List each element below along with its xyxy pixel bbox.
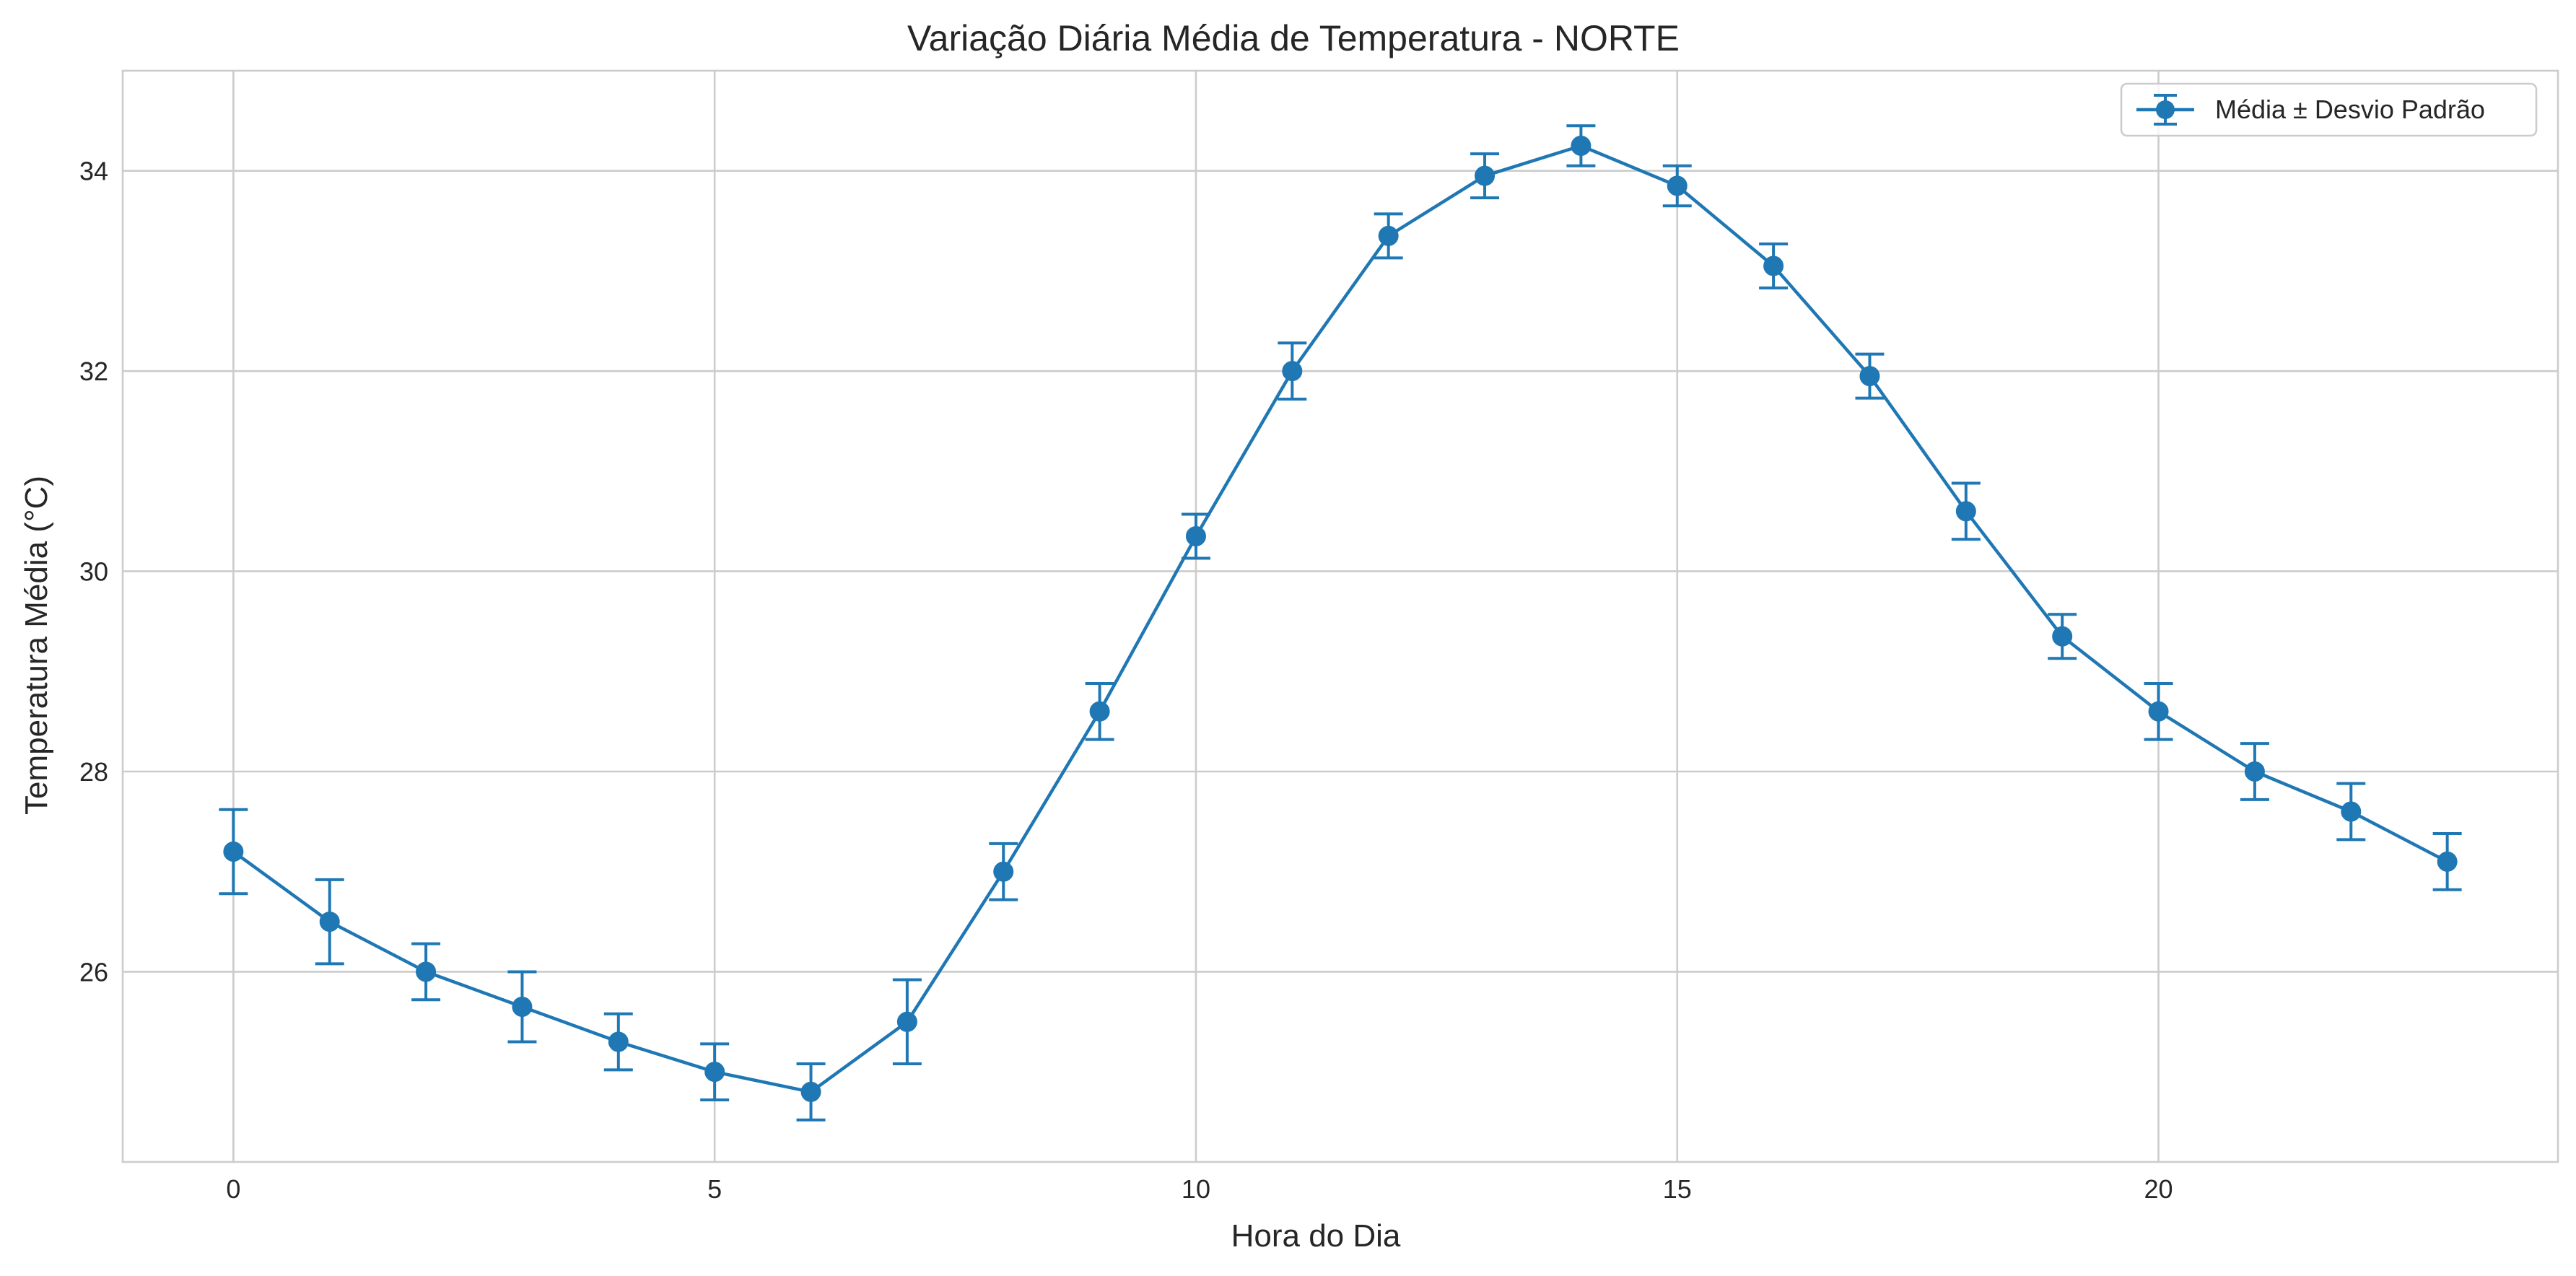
y-tick-label: 32 (79, 357, 108, 386)
x-tick-label: 0 (226, 1174, 240, 1204)
y-tick-label: 26 (79, 957, 108, 987)
data-point (2437, 851, 2458, 872)
data-point (800, 1081, 821, 1102)
data-point (1378, 225, 1399, 246)
legend-entry-label: Média ± Desvio Padrão (2215, 95, 2485, 124)
data-point (1859, 366, 1880, 387)
data-point (1282, 361, 1303, 382)
data-point (896, 1011, 917, 1032)
legend-marker (2136, 94, 2194, 126)
series-layer (219, 124, 2462, 1122)
y-tick-label: 28 (79, 757, 108, 787)
data-point (1571, 136, 1592, 157)
data-point (416, 961, 437, 982)
x-tick-label: 20 (2144, 1174, 2173, 1204)
data-point (1763, 255, 1784, 276)
x-tick-label: 5 (707, 1174, 722, 1204)
data-point (223, 841, 244, 862)
y-axis-label: Temperatura Média (°C) (19, 476, 54, 815)
y-tick-label: 34 (79, 157, 108, 186)
x-axis-label: Hora do Dia (1231, 1218, 1401, 1254)
chart-title: Variação Diária Média de Temperatura - N… (907, 18, 1680, 58)
data-point (608, 1031, 629, 1052)
x-tick-label: 15 (1663, 1174, 1692, 1204)
data-point (704, 1062, 725, 1083)
series-line (232, 144, 2448, 1094)
y-tick-label: 30 (79, 557, 108, 587)
data-point (2052, 626, 2073, 647)
legend-marker-dot (2156, 100, 2175, 119)
data-point (2148, 701, 2169, 722)
legend-box (2120, 82, 2538, 137)
data-point (993, 861, 1014, 882)
data-point (1955, 501, 1976, 522)
grid (123, 71, 2558, 1162)
x-tick-label: 10 (1182, 1174, 1210, 1204)
data-point (2341, 801, 2362, 822)
x-axis-ticks: 0 5 10 15 20 (226, 1174, 2173, 1204)
data-point (1667, 175, 1688, 196)
data-point (512, 996, 533, 1017)
data-point (319, 912, 340, 932)
legend: Média ± Desvio Padrão (2120, 82, 2538, 137)
data-point (1089, 701, 1110, 722)
data-point (1185, 526, 1206, 547)
y-axis-ticks: 26 28 30 32 34 (79, 157, 108, 987)
data-point (2244, 761, 2265, 782)
plot-frame (121, 69, 2559, 1163)
data-point (1475, 165, 1496, 186)
